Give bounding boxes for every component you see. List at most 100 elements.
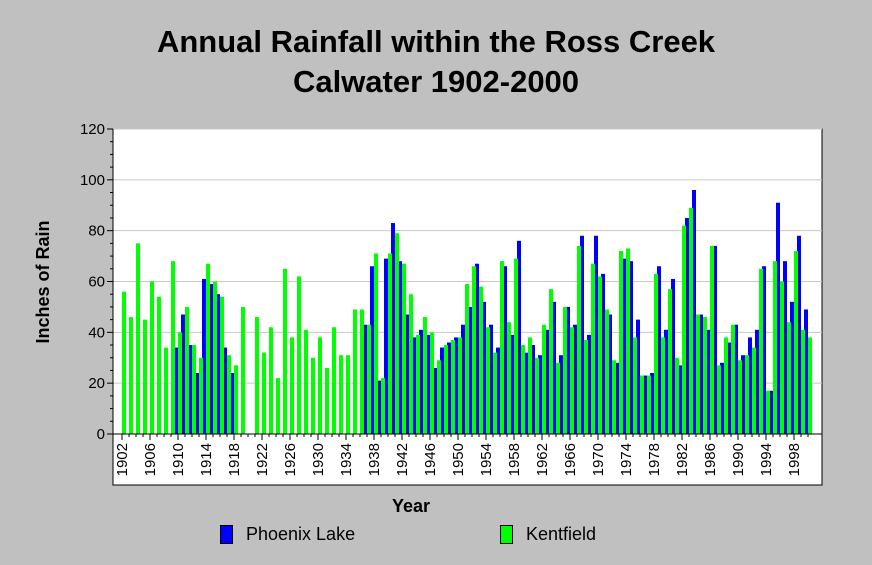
bar-kentfield-1934 (346, 355, 350, 434)
bar-kentfield-1974 (626, 248, 630, 434)
bar-phoenix-lake-1985 (699, 314, 703, 434)
bar-kentfield-1929 (311, 357, 315, 434)
bar-kentfield-1981 (675, 357, 679, 434)
bar-kentfield-1968 (584, 339, 588, 434)
bar-phoenix-lake-1986 (706, 329, 710, 434)
bar-kentfield-1933 (339, 355, 343, 434)
bar-kentfield-1991 (745, 355, 749, 434)
bar-phoenix-lake-1975 (629, 261, 633, 434)
bar-phoenix-lake-1959 (517, 240, 521, 434)
bar-phoenix-lake-1966 (566, 306, 570, 434)
y-tick-label: 60 (88, 274, 105, 291)
x-tick-label: 1978 (646, 443, 663, 476)
chart-title-line2: Calwater 1902-2000 (292, 64, 580, 99)
bar-kentfield-1912 (192, 345, 196, 434)
bar-phoenix-lake-1989 (727, 342, 731, 434)
bar-kentfield-1911 (185, 306, 189, 434)
bar-phoenix-lake-1948 (440, 347, 444, 434)
bar-kentfield-1959 (521, 345, 525, 434)
bar-kentfield-1935 (353, 309, 357, 434)
bar-phoenix-lake-1944 (412, 337, 416, 434)
bar-kentfield-1941 (395, 233, 399, 434)
bar-kentfield-1958 (514, 258, 518, 434)
bar-kentfield-1963 (549, 289, 553, 434)
bar-kentfield-1988 (724, 337, 728, 434)
bar-kentfield-2000 (808, 337, 812, 434)
bar-phoenix-lake-1972 (608, 314, 612, 434)
bar-phoenix-lake-1947 (433, 367, 437, 434)
y-tick-label: 0 (97, 426, 105, 443)
bar-phoenix-lake-1965 (559, 355, 563, 434)
bar-kentfield-1936 (360, 309, 364, 434)
legend-swatch-kentfield (500, 525, 513, 544)
chart-title-line1: Annual Rainfall within the Ross Creek (156, 24, 716, 59)
bar-kentfield-1964 (556, 362, 560, 434)
bar-phoenix-lake-1946 (426, 334, 430, 434)
bar-phoenix-lake-1984 (692, 190, 696, 434)
bar-phoenix-lake-1964 (552, 301, 556, 434)
bar-kentfield-1928 (304, 329, 308, 434)
x-tick-label: 1970 (590, 443, 607, 476)
x-tick-label: 1902 (114, 443, 131, 476)
chart-title: Annual Rainfall within the Ross Creek Ca… (0, 22, 872, 102)
x-tick-label: 1962 (534, 443, 551, 476)
bar-phoenix-lake-1977 (643, 375, 647, 434)
legend-label-kentfield: Kentfield (526, 524, 597, 544)
bar-phoenix-lake-2000 (804, 309, 808, 434)
bar-kentfield-1939 (381, 378, 385, 434)
legend-swatch-phoenix-lake (220, 525, 233, 544)
bar-kentfield-1989 (731, 324, 735, 434)
bar-kentfield-1962 (542, 324, 546, 434)
bar-phoenix-lake-1967 (573, 324, 577, 434)
bar-phoenix-lake-1911 (181, 314, 185, 434)
bar-kentfield-1908 (164, 347, 168, 434)
bar-kentfield-1972 (612, 360, 616, 434)
bar-kentfield-1983 (689, 207, 693, 434)
bar-phoenix-lake-1953 (475, 263, 479, 434)
bar-phoenix-lake-1995 (769, 390, 773, 434)
x-tick-label: 1934 (338, 443, 355, 476)
bar-kentfield-1922 (262, 352, 266, 434)
bar-phoenix-lake-1998 (790, 301, 794, 434)
bar-phoenix-lake-1988 (720, 362, 724, 434)
bar-kentfield-1949 (451, 339, 455, 434)
bar-kentfield-1982 (682, 225, 686, 434)
bar-kentfield-1977 (647, 375, 651, 434)
bar-phoenix-lake-1980 (664, 329, 668, 434)
y-tick-label: 40 (88, 324, 105, 341)
bar-kentfield-1975 (633, 337, 637, 434)
x-tick-label: 1958 (506, 443, 523, 476)
bar-kentfield-1940 (388, 253, 392, 434)
y-axis: 0 20 40 60 80 100 120 (80, 121, 114, 443)
bar-phoenix-lake-1940 (384, 258, 388, 434)
y-tick-label: 120 (80, 121, 105, 138)
bar-kentfield-1986 (710, 245, 714, 434)
bar-phoenix-lake-1973 (615, 362, 619, 434)
x-axis: 1902 1906 1910 1914 1918 1922 1926 1930 1934 1938… (113, 433, 822, 476)
bar-phoenix-lake-1958 (510, 334, 514, 434)
bar-phoenix-lake-1992 (748, 337, 752, 434)
x-tick-label: 1986 (702, 443, 719, 476)
bar-phoenix-lake-1982 (678, 365, 682, 434)
bar-phoenix-lake-1916 (216, 294, 220, 434)
bar-kentfield-1950 (458, 337, 462, 434)
bar-kentfield-1980 (668, 289, 672, 434)
bar-phoenix-lake-1954 (482, 301, 486, 434)
bar-kentfield-1906 (150, 281, 154, 434)
bar-kentfield-1942 (402, 263, 406, 434)
bar-phoenix-lake-1963 (545, 329, 549, 434)
bar-kentfield-1999 (801, 329, 805, 434)
bar-kentfield-1956 (500, 261, 504, 434)
x-tick-label: 1930 (310, 443, 327, 476)
bar-kentfield-1960 (528, 337, 532, 434)
bar-kentfield-1967 (577, 245, 581, 434)
x-tick-label: 1982 (674, 443, 691, 476)
bar-phoenix-lake-1970 (594, 235, 598, 434)
bar-kentfield-1905 (143, 319, 147, 434)
x-tick-label: 1942 (394, 443, 411, 476)
x-tick-label: 1994 (758, 443, 775, 476)
bar-kentfield-1924 (276, 378, 280, 434)
bar-kentfield-1955 (493, 352, 497, 434)
x-tick-label: 1998 (786, 443, 803, 476)
y-tick-label: 20 (88, 375, 105, 392)
